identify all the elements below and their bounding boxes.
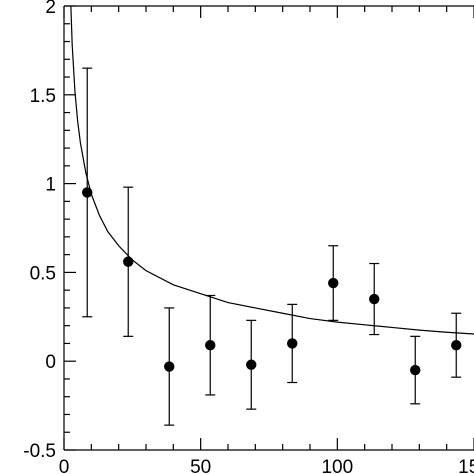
x-tick-label: 50 — [190, 457, 211, 474]
data-point — [369, 262, 380, 336]
data-point — [164, 307, 175, 426]
x-tick-label: 100 — [321, 457, 353, 474]
data-point — [82, 67, 93, 318]
data-point — [123, 186, 134, 337]
marker — [205, 340, 216, 351]
fit-curve-group — [70, 5, 474, 335]
data-point — [328, 245, 339, 321]
marker — [410, 364, 421, 376]
y-tick-label: -0.5 — [23, 441, 56, 462]
marker — [451, 340, 462, 351]
y-tick-label: 0 — [45, 352, 56, 373]
data-point — [246, 319, 257, 410]
data-points-group — [82, 67, 462, 426]
y-tick-label: 0.5 — [30, 263, 56, 284]
marker — [328, 277, 339, 289]
y-tick-label: 1 — [45, 175, 56, 196]
data-point — [410, 335, 421, 405]
tick-labels-group: -0.500.511.52050100150 — [23, 0, 474, 474]
x-tick-label: 150 — [458, 457, 474, 474]
x-tick-label: 0 — [59, 457, 70, 474]
marker — [164, 361, 175, 372]
data-point — [287, 303, 298, 384]
data-point — [451, 312, 462, 378]
marker — [123, 256, 134, 267]
y-tick-label: 1.5 — [30, 86, 56, 107]
marker — [287, 338, 298, 349]
data-point — [205, 294, 216, 396]
plot-axes — [63, 5, 474, 451]
fit-curve — [70, 5, 474, 335]
marker — [246, 359, 257, 370]
marker — [82, 187, 93, 198]
y-tick-label: 2 — [45, 0, 56, 18]
marker — [369, 293, 380, 305]
